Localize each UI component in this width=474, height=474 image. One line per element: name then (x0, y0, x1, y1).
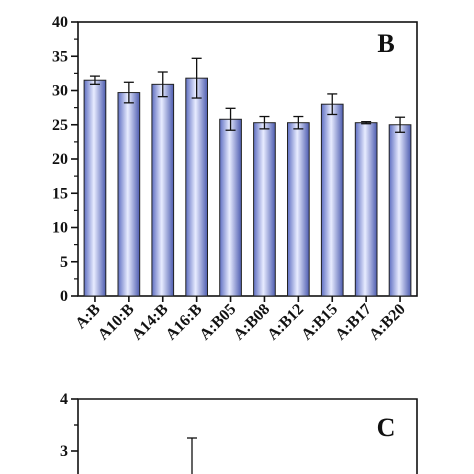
x-tick-label: A:B20 (366, 301, 409, 344)
y-tick-label: 15 (52, 185, 68, 202)
bar (253, 122, 276, 297)
y-tick-label: 5 (60, 254, 68, 271)
bar (151, 83, 175, 297)
y-tick-label: 40 (52, 14, 68, 31)
bar (287, 122, 310, 297)
bar (117, 92, 141, 297)
x-tick-label: A:B05 (197, 301, 240, 344)
panel-b-letter: B (377, 29, 394, 58)
x-tick-label: A:B08 (230, 301, 273, 344)
y-tick-label: 0 (60, 288, 68, 305)
x-tick-label: A:B17 (332, 301, 375, 344)
y-tick-label: 3 (60, 443, 68, 460)
y-tick-label: 20 (52, 151, 68, 168)
panel-b-x-labels: A:BA10:BA14:BA16:BA:B05A:B08A:B12A:B15A:… (72, 296, 409, 344)
panel-c-y-ticks: 34 (60, 391, 78, 460)
x-tick-label: A:B12 (264, 301, 307, 344)
panel-c: 34 C (60, 391, 418, 474)
y-tick-label: 35 (52, 48, 68, 65)
panel-b: 0 5 10 15 20 25 30 35 40 A:BA10:BA14:BA16:BA:B05… (52, 14, 418, 344)
x-tick-label: A10:B (95, 301, 138, 344)
y-tick-label: 25 (52, 117, 68, 134)
panel-b-bars (83, 57, 412, 297)
bar (185, 77, 208, 297)
y-tick-label: 10 (52, 220, 68, 237)
y-tick-label: 30 (52, 83, 68, 100)
bar (354, 122, 378, 297)
bar (219, 118, 242, 297)
panel-c-error-bars (187, 437, 197, 474)
bar (388, 124, 412, 297)
x-tick-label: A16:B (163, 301, 206, 344)
bar (320, 103, 344, 297)
panel-c-frame (77, 398, 418, 474)
x-tick-label: A:B15 (298, 301, 341, 344)
panel-b-y-ticks: 0 5 10 15 20 25 30 35 40 (52, 14, 78, 305)
panel-c-letter: C (377, 413, 396, 442)
y-tick-label: 4 (60, 391, 68, 408)
x-tick-label: A14:B (129, 301, 172, 344)
bar (83, 79, 107, 297)
